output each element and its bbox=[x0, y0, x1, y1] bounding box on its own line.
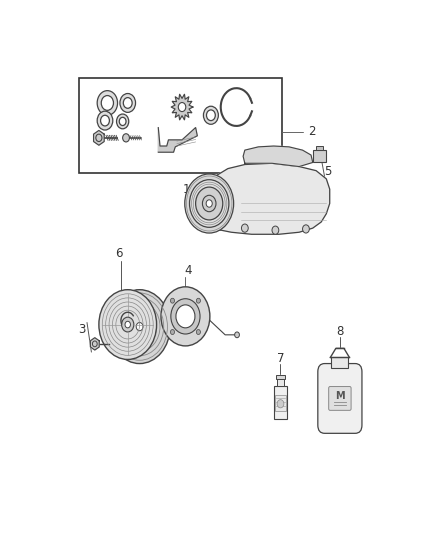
Text: 5: 5 bbox=[324, 165, 332, 179]
Circle shape bbox=[277, 400, 284, 408]
Circle shape bbox=[101, 95, 113, 110]
Polygon shape bbox=[171, 94, 193, 120]
Circle shape bbox=[119, 117, 126, 126]
Circle shape bbox=[120, 93, 135, 112]
Circle shape bbox=[124, 98, 132, 108]
Polygon shape bbox=[243, 146, 313, 166]
Text: 7: 7 bbox=[277, 352, 284, 365]
Circle shape bbox=[190, 180, 229, 227]
Circle shape bbox=[99, 290, 156, 359]
Bar bbox=[274, 386, 287, 419]
Circle shape bbox=[170, 329, 174, 335]
Circle shape bbox=[196, 298, 201, 303]
Circle shape bbox=[206, 200, 212, 207]
Bar bbox=[316, 146, 323, 150]
Text: M: M bbox=[335, 391, 345, 401]
Text: 2: 2 bbox=[307, 125, 315, 138]
Circle shape bbox=[235, 332, 240, 338]
Polygon shape bbox=[94, 131, 104, 145]
Bar bbox=[277, 379, 283, 386]
Text: 3: 3 bbox=[78, 324, 85, 336]
Circle shape bbox=[196, 329, 201, 335]
FancyBboxPatch shape bbox=[318, 364, 362, 433]
FancyBboxPatch shape bbox=[328, 386, 351, 410]
Text: 1: 1 bbox=[183, 183, 190, 197]
Bar bbox=[332, 358, 348, 368]
Polygon shape bbox=[208, 163, 330, 235]
Circle shape bbox=[272, 226, 279, 235]
Circle shape bbox=[109, 290, 170, 364]
Circle shape bbox=[178, 102, 186, 111]
Text: 8: 8 bbox=[336, 325, 343, 338]
Polygon shape bbox=[90, 338, 99, 350]
Circle shape bbox=[97, 91, 117, 115]
Circle shape bbox=[136, 322, 143, 330]
Circle shape bbox=[176, 305, 195, 328]
Text: 4: 4 bbox=[184, 264, 192, 277]
Circle shape bbox=[125, 321, 131, 328]
Circle shape bbox=[101, 115, 110, 126]
Circle shape bbox=[203, 106, 219, 124]
Circle shape bbox=[206, 110, 215, 120]
Circle shape bbox=[202, 195, 216, 212]
Circle shape bbox=[303, 225, 309, 233]
Circle shape bbox=[241, 224, 248, 232]
Circle shape bbox=[123, 134, 130, 142]
Circle shape bbox=[161, 287, 210, 346]
Circle shape bbox=[185, 174, 233, 233]
Bar bbox=[314, 150, 325, 161]
Circle shape bbox=[122, 317, 134, 332]
Circle shape bbox=[171, 298, 200, 334]
Circle shape bbox=[97, 111, 113, 130]
Circle shape bbox=[131, 317, 148, 337]
Bar bbox=[275, 395, 286, 411]
Bar bbox=[276, 375, 285, 379]
Bar bbox=[78, 78, 282, 173]
Circle shape bbox=[170, 298, 174, 303]
Circle shape bbox=[196, 187, 223, 220]
Polygon shape bbox=[158, 127, 197, 152]
Text: 6: 6 bbox=[116, 247, 123, 260]
Circle shape bbox=[117, 114, 129, 129]
